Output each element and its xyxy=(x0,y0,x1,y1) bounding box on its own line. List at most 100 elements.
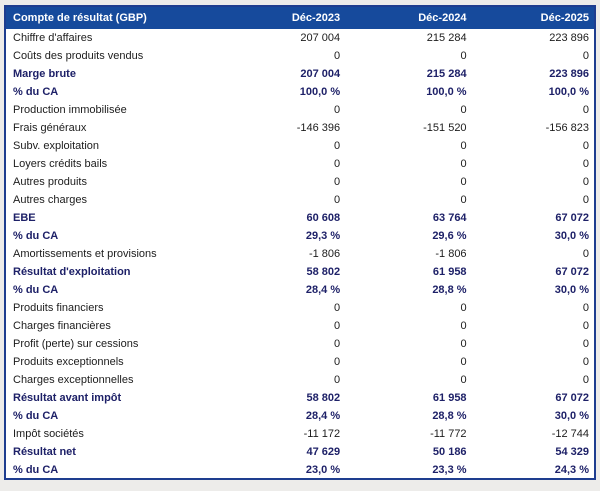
row-label: Production immobilisée xyxy=(13,104,127,116)
cell-value: 0 xyxy=(582,140,589,152)
cell-value: 0 xyxy=(460,140,467,152)
cell-value: 28,8 % xyxy=(432,410,467,422)
cell-value: 0 xyxy=(460,194,467,206)
cell-value: 23,3 % xyxy=(432,463,467,476)
cell-value: -11 172 xyxy=(303,428,341,440)
row-label: EBE xyxy=(13,212,36,224)
table-row: Amortissements et provisions -1 806 -1 806… xyxy=(5,245,595,263)
cell-value: 23,0 % xyxy=(305,463,341,476)
cell-value: 0 xyxy=(334,356,341,368)
table-row: Chiffre d'affaires 207 004 215 284 223 896 xyxy=(5,29,595,47)
table-row: Autres charges 0 0 0 xyxy=(5,191,595,209)
cell-value: 0 xyxy=(460,104,467,116)
row-label: Subv. exploitation xyxy=(13,140,100,152)
cell-value: -11 772 xyxy=(430,428,467,440)
cell-value: 0 xyxy=(460,158,467,170)
table-row: % du CA 28,4 % 28,8 % 30,0 % xyxy=(5,281,595,299)
table-row: % du CA 28,4 % 28,8 % 30,0 % xyxy=(5,407,595,425)
row-label: Produits financiers xyxy=(13,302,104,314)
table-title: Compte de résultat (GBP) xyxy=(5,6,219,29)
table-row: Autres produits 0 0 0 xyxy=(5,173,595,191)
row-label: Résultat net xyxy=(13,446,76,458)
cell-value: 0 xyxy=(460,356,467,368)
table-row: Subv. exploitation 0 0 0 xyxy=(5,137,595,155)
cell-value: 47 629 xyxy=(306,446,341,458)
row-label: Autres produits xyxy=(13,176,87,188)
cell-value: 0 xyxy=(334,320,341,332)
cell-value: 28,4 % xyxy=(305,410,341,422)
cell-value: -146 396 xyxy=(296,122,341,134)
table-row: Production immobilisée 0 0 0 xyxy=(5,101,595,119)
cell-value: 0 xyxy=(582,194,589,206)
table-row: Loyers crédits bails 0 0 0 xyxy=(5,155,595,173)
cell-value: 67 072 xyxy=(555,392,589,404)
cell-value: 28,8 % xyxy=(432,284,467,296)
cell-value: 24,3 % xyxy=(554,463,589,476)
cell-value: 54 329 xyxy=(555,446,589,458)
cell-value: 30,0 % xyxy=(554,230,589,242)
cell-value: 0 xyxy=(582,302,589,314)
cell-value: 223 896 xyxy=(549,68,589,80)
column-header-dec-2023: Déc-2023 xyxy=(218,6,346,29)
table-row: Coûts des produits vendus 0 0 0 xyxy=(5,47,595,65)
row-label: Frais généraux xyxy=(13,122,87,134)
table-row: % du CA 23,0 % 23,3 % 24,3 % xyxy=(5,461,595,479)
cell-value: 0 xyxy=(460,320,467,332)
cell-value: 0 xyxy=(334,176,341,188)
cell-value: 0 xyxy=(334,302,341,314)
row-label: Résultat d'exploitation xyxy=(13,266,131,278)
cell-value: 58 802 xyxy=(306,392,341,404)
cell-value: 61 958 xyxy=(432,266,467,278)
cell-value: -12 744 xyxy=(551,428,589,440)
table-row: Charges exceptionnelles 0 0 0 xyxy=(5,371,595,389)
cell-value: 30,0 % xyxy=(554,284,589,296)
cell-value: 0 xyxy=(582,176,589,188)
table-row: EBE 60 608 63 764 67 072 xyxy=(5,209,595,227)
cell-value: 100,0 % xyxy=(426,86,467,98)
table-body: Chiffre d'affaires 207 004 215 284 223 896 C… xyxy=(5,29,595,479)
table-row: Frais généraux -146 396 -151 520 -156 823 xyxy=(5,119,595,137)
row-label: Chiffre d'affaires xyxy=(13,32,93,44)
cell-value: 0 xyxy=(460,374,467,386)
row-label: Autres charges xyxy=(13,194,87,206)
cell-value: 0 xyxy=(334,338,341,350)
table-row: Profit (perte) sur cessions 0 0 0 xyxy=(5,335,595,353)
table-row: Produits exceptionnels 0 0 0 xyxy=(5,353,595,371)
cell-value: 0 xyxy=(582,356,589,368)
cell-value: 50 186 xyxy=(432,446,467,458)
cell-value: 0 xyxy=(582,338,589,350)
row-label: % du CA xyxy=(13,230,59,242)
row-label: Amortissements et provisions xyxy=(13,248,157,260)
cell-value: 0 xyxy=(460,338,467,350)
header-row: Compte de résultat (GBP) Déc-2023 Déc-20… xyxy=(5,6,595,29)
cell-value: -1 806 xyxy=(308,248,341,260)
cell-value: 0 xyxy=(334,104,341,116)
cell-value: -151 520 xyxy=(423,122,467,134)
cell-value: 0 xyxy=(460,50,467,62)
table-row: % du CA 100,0 % 100,0 % 100,0 % xyxy=(5,83,595,101)
cell-value: 29,6 % xyxy=(432,230,467,242)
cell-value: 30,0 % xyxy=(554,410,589,422)
row-label: Coûts des produits vendus xyxy=(13,50,144,62)
cell-value: 0 xyxy=(582,158,589,170)
row-label: Marge brute xyxy=(13,68,76,80)
cell-value: 100,0 % xyxy=(548,86,589,98)
row-label: Résultat avant impôt xyxy=(13,392,122,404)
cell-value: 29,3 % xyxy=(305,230,341,242)
cell-value: 0 xyxy=(582,248,589,260)
cell-value: 0 xyxy=(582,374,589,386)
cell-value: 63 764 xyxy=(432,212,467,224)
row-label: Produits exceptionnels xyxy=(13,356,124,368)
cell-value: 215 284 xyxy=(426,68,467,80)
cell-value: 0 xyxy=(334,158,341,170)
row-label: % du CA xyxy=(13,86,59,98)
cell-value: 0 xyxy=(582,104,589,116)
cell-value: 0 xyxy=(460,176,467,188)
column-header-dec-2025: Déc-2025 xyxy=(471,6,595,29)
cell-value: 67 072 xyxy=(555,266,589,278)
cell-value: 215 284 xyxy=(426,32,467,44)
cell-value: 207 004 xyxy=(300,32,341,44)
table-row: Marge brute 207 004 215 284 223 896 xyxy=(5,65,595,83)
income-statement-table: Compte de résultat (GBP) Déc-2023 Déc-20… xyxy=(4,5,596,480)
row-label: Impôt sociétés xyxy=(13,428,84,440)
